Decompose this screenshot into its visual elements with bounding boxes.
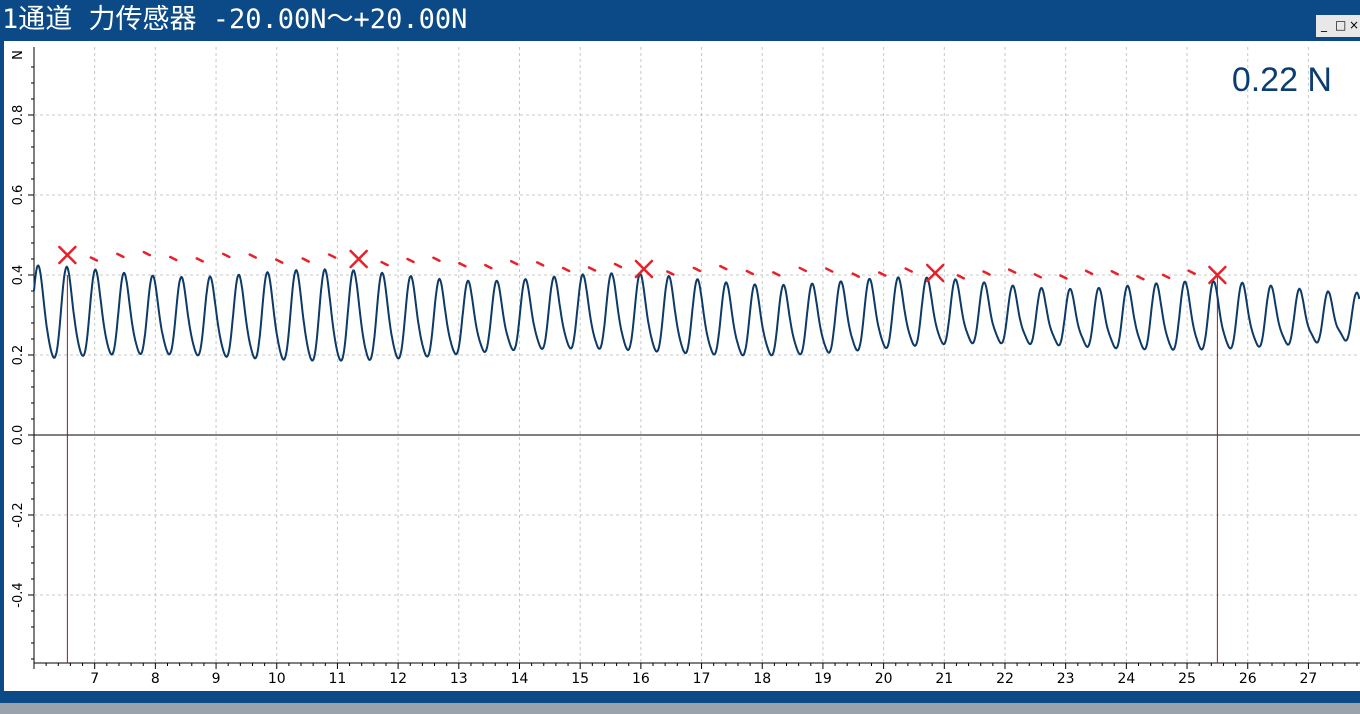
series-line: [33, 264, 1360, 362]
annotation-dash: [692, 266, 702, 273]
annotation-dash: [327, 253, 337, 259]
annotation-cross: [925, 263, 945, 283]
annotation-dash: [1161, 273, 1171, 280]
x-tick-labels: 7 8 9 10 11 12 13 14 15 16 17 18 19 20 21 22 23 24 25 26 27: [90, 671, 1317, 687]
y-tick-label: -0.4: [11, 582, 26, 607]
x-tick-label: 27: [1300, 671, 1318, 687]
annotation-cross: [58, 245, 77, 265]
x-tick-label: 14: [511, 671, 529, 687]
annotation-cross: [349, 249, 368, 269]
annotation-dash: [274, 258, 284, 264]
y-tick-label: -0.2: [11, 502, 26, 527]
annotation-dash: [222, 252, 231, 259]
y-tick-label: 0.0: [11, 425, 26, 446]
x-tick-label: 13: [450, 671, 468, 687]
annotation-dash: [798, 266, 808, 273]
annotation-dash: [406, 257, 415, 264]
x-tick-label: 7: [90, 671, 99, 687]
annotation-marks: [58, 245, 1227, 285]
annotation-dash: [772, 271, 781, 277]
y-tick-label: 0.6: [11, 185, 26, 206]
annotation-cross: [1208, 265, 1227, 285]
annotation-dash: [89, 256, 99, 262]
annotation-dash: [142, 250, 152, 257]
title-bar: 1通道 力传感器 -20.00N～+20.00N _ □ ×: [0, 0, 1360, 41]
annotation-dash: [1136, 274, 1145, 281]
x-tick-label: 23: [1057, 671, 1075, 687]
x-tick-label: 12: [389, 671, 407, 687]
annotation-dash: [458, 261, 467, 268]
force-chart[interactable]: 0.8 0.6 0.4 0.2 0.0 -0.2 -0.4 7 8 9 10 11 12 13 14 15 1…: [4, 41, 1360, 691]
annotation-dash: [904, 267, 913, 273]
x-tick-label: 9: [212, 671, 221, 687]
annotation-dash: [1187, 269, 1196, 275]
x-tick-label: 20: [875, 671, 893, 687]
y-tick-label: 0.4: [11, 265, 26, 286]
chart-panel: 0.8 0.6 0.4 0.2 0.0 -0.2 -0.4 7 8 9 10 11 12 13 14 15 1…: [4, 41, 1360, 691]
x-tick-label: 19: [814, 671, 832, 687]
x-tick-label: 8: [151, 671, 160, 687]
annotation-dash: [877, 271, 887, 277]
close-button[interactable]: ×: [1349, 18, 1360, 32]
y-axis: [28, 47, 35, 663]
annotation-dash: [825, 267, 834, 273]
y-tick-label: 0.8: [11, 105, 26, 126]
x-tick-label: 11: [329, 671, 347, 687]
annotation-dash: [380, 260, 389, 267]
annotation-dash: [1110, 270, 1120, 276]
annotation-dash: [484, 263, 493, 270]
x-tick-label: 10: [268, 671, 286, 687]
annotation-dash: [982, 270, 991, 276]
annotation-dash: [1084, 269, 1094, 276]
annotation-dash: [851, 272, 861, 278]
x-axis: [33, 662, 1360, 669]
y-tick-label: 0.2: [11, 345, 26, 366]
window-title: 1通道 力传感器 -20.00N～+20.00N: [2, 4, 468, 35]
annotation-dash: [719, 264, 728, 271]
x-tick-label: 17: [693, 671, 711, 687]
grid-lines: [34, 47, 1360, 663]
maximize-button[interactable]: □: [1335, 18, 1347, 32]
annotation-dash: [1007, 268, 1017, 274]
x-tick-label: 18: [753, 671, 771, 687]
cursor-lines[interactable]: [66, 275, 1218, 663]
x-tick-label: 24: [1117, 671, 1135, 687]
annotation-dash: [116, 252, 125, 259]
annotation-dash: [169, 255, 178, 262]
annotation-dash: [195, 257, 205, 263]
annotation-dash: [510, 259, 519, 266]
annotation-dash: [432, 256, 441, 263]
annotation-dash: [613, 262, 623, 269]
value-readout: 0.22 N: [1232, 61, 1332, 99]
minimize-button[interactable]: _: [1321, 18, 1327, 32]
window-controls: _ □ ×: [1316, 15, 1360, 37]
y-unit-label: N: [11, 50, 26, 60]
x-tick-label: 21: [935, 671, 953, 687]
x-tick-label: 26: [1239, 671, 1257, 687]
annotation-dash: [1033, 273, 1043, 279]
annotation-cross: [634, 259, 654, 279]
x-tick-label: 25: [1178, 671, 1196, 687]
annotation-dash: [587, 266, 597, 272]
annotation-dash: [561, 266, 571, 273]
x-tick-label: 22: [996, 671, 1014, 687]
x-tick-label: 16: [632, 671, 650, 687]
annotation-dash: [301, 257, 310, 263]
annotation-dash: [956, 274, 966, 280]
annotation-dash: [535, 261, 545, 267]
annotation-dash: [1059, 274, 1068, 280]
annotation-dash: [248, 253, 257, 259]
y-tick-labels: 0.8 0.6 0.4 0.2 0.0 -0.2 -0.4: [11, 105, 26, 608]
bottom-edge: [0, 703, 1360, 714]
annotation-dash: [666, 270, 675, 276]
x-tick-label: 15: [571, 671, 589, 687]
annotation-dash: [745, 269, 755, 276]
